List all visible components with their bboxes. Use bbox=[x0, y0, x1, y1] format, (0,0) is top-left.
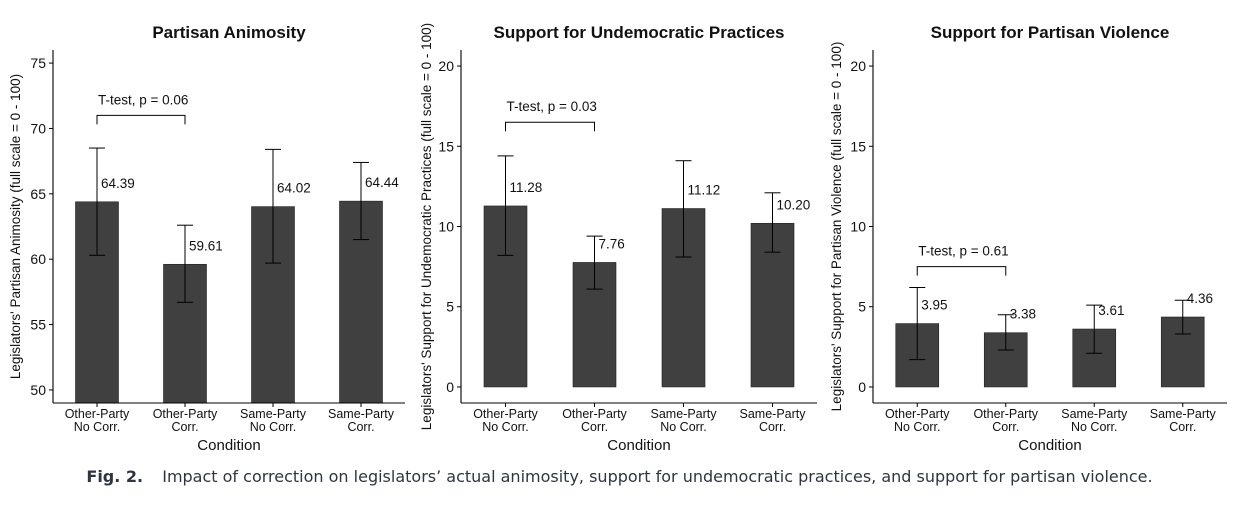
data-label: 64.39 bbox=[101, 176, 135, 191]
error-bar bbox=[1086, 304, 1103, 354]
error-bar bbox=[89, 147, 105, 256]
x-tick-label: Other-Party Corr. bbox=[973, 407, 1038, 434]
y-tick-label: 75 bbox=[30, 55, 46, 71]
data-label: 10.20 bbox=[777, 197, 811, 212]
y-tick-label: 60 bbox=[30, 251, 46, 267]
x-tick-label: Same-Party No Corr. bbox=[240, 407, 307, 434]
y-axis-label: Legislators' Support for Partisan Violen… bbox=[829, 42, 844, 412]
data-label: 3.95 bbox=[921, 298, 947, 313]
data-label: 4.36 bbox=[1187, 291, 1213, 306]
x-tick-label: Other-Party No Corr. bbox=[65, 407, 130, 434]
y-tick-label: 0 bbox=[858, 379, 866, 395]
y-tick-label: 50 bbox=[30, 382, 46, 398]
y-tick-label: 0 bbox=[446, 379, 454, 395]
x-tick-label: Same-Party No Corr. bbox=[651, 407, 718, 434]
significance-bracket bbox=[505, 121, 595, 132]
y-axis-label: Legislators' Partisan Animosity (full sc… bbox=[8, 74, 23, 379]
chart-title: Partisan Animosity bbox=[152, 23, 306, 42]
y-axis-label: Legislators' Support for Undemocratic Pr… bbox=[419, 23, 434, 430]
chart-panel-2: Support for Undemocratic Practices Legisl… bbox=[419, 23, 817, 454]
figure-caption: Fig. 2. Impact of correction on legislat… bbox=[0, 467, 1239, 486]
x-tick-label: Other-Party Corr. bbox=[153, 407, 218, 434]
data-label: 59.61 bbox=[189, 238, 223, 253]
significance-label: T-test, p = 0.06 bbox=[98, 92, 188, 107]
significance-label: T-test, p = 0.61 bbox=[918, 244, 1008, 259]
error-bar bbox=[997, 314, 1014, 351]
x-axis-label: Condition bbox=[1018, 437, 1081, 454]
y-tick-label: 10 bbox=[438, 219, 454, 235]
x-tick-label: Same-Party No Corr. bbox=[1061, 407, 1128, 434]
y-tick-label: 70 bbox=[30, 120, 46, 136]
y-tick-label: 20 bbox=[850, 58, 866, 74]
x-axis-label: Condition bbox=[197, 437, 260, 454]
error-bar bbox=[1174, 299, 1191, 335]
significance-label: T-test, p = 0.03 bbox=[507, 99, 597, 114]
error-bar bbox=[586, 235, 603, 290]
significance-bracket bbox=[916, 266, 1007, 276]
data-label: 64.02 bbox=[277, 181, 311, 196]
y-tick-label: 20 bbox=[438, 58, 454, 74]
chart-title: Support for Partisan Violence bbox=[931, 23, 1170, 42]
chart-title: Support for Undemocratic Practices bbox=[494, 23, 785, 42]
y-tick-label: 10 bbox=[850, 219, 866, 235]
figure-caption-text: Impact of correction on legislators’ act… bbox=[162, 467, 1153, 486]
x-tick-label: Same-Party Corr. bbox=[328, 407, 395, 434]
x-tick-label: Other-Party Corr. bbox=[562, 407, 627, 434]
chart-panel-1: Partisan Animosity Legislators' Partisan … bbox=[8, 23, 405, 454]
y-tick-label: 5 bbox=[858, 299, 866, 315]
chart-panel-3: Support for Partisan Violence Legislators… bbox=[829, 23, 1227, 454]
y-tick-label: 15 bbox=[850, 138, 866, 154]
significance-bracket bbox=[96, 114, 186, 125]
error-bar bbox=[177, 224, 193, 303]
data-label: 7.76 bbox=[599, 236, 625, 251]
x-tick-label: Same-Party Corr. bbox=[740, 407, 807, 434]
error-bar bbox=[764, 192, 781, 253]
x-tick-label: Other-Party No Corr. bbox=[473, 407, 538, 434]
error-bar bbox=[497, 155, 514, 256]
y-tick-label: 5 bbox=[446, 299, 454, 315]
x-tick-label: Same-Party Corr. bbox=[1150, 407, 1217, 434]
data-label: 3.61 bbox=[1098, 303, 1124, 318]
error-bar bbox=[675, 160, 692, 258]
error-bar bbox=[353, 161, 369, 241]
y-tick-label: 55 bbox=[30, 317, 46, 333]
data-label: 3.38 bbox=[1010, 307, 1036, 322]
x-axis-label: Condition bbox=[607, 437, 670, 454]
error-bar bbox=[909, 286, 926, 361]
data-label: 11.12 bbox=[688, 183, 721, 198]
y-tick-label: 65 bbox=[30, 186, 46, 202]
data-label: 64.44 bbox=[365, 175, 399, 190]
x-tick-label: Other-Party No Corr. bbox=[885, 407, 950, 434]
data-label: 11.28 bbox=[510, 180, 543, 195]
y-tick-label: 15 bbox=[438, 138, 454, 154]
figure-panels: Partisan Animosity Legislators' Partisan … bbox=[8, 23, 1227, 454]
error-bar bbox=[265, 148, 281, 264]
figure-label: Fig. 2. bbox=[86, 467, 144, 486]
